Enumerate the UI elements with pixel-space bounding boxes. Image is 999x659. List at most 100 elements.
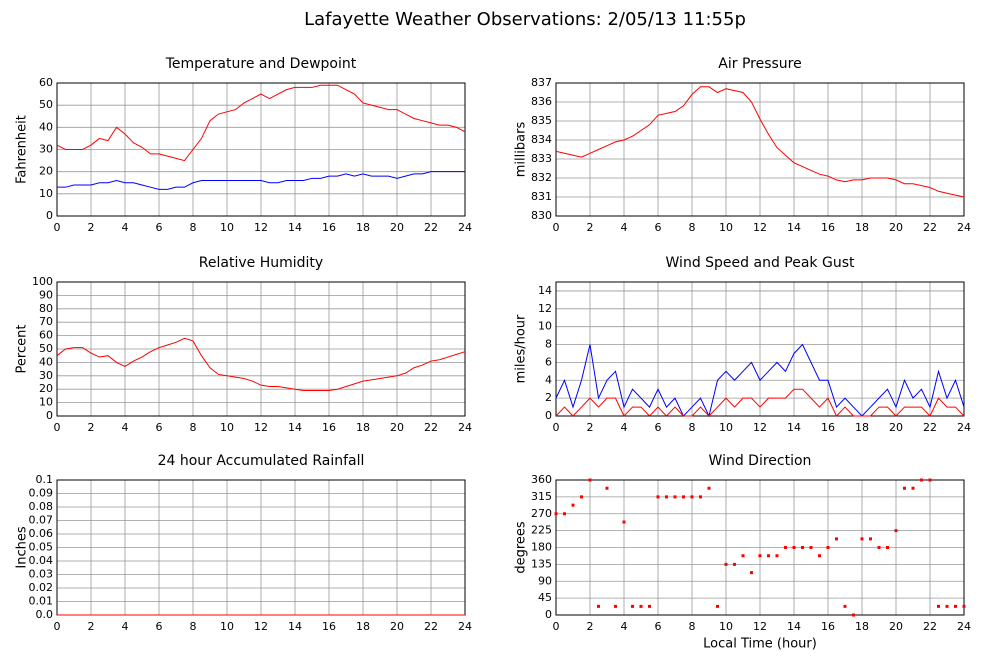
y-tick-label: 135	[531, 557, 552, 570]
x-tick-label: 0	[553, 421, 560, 434]
y-tick-label: 100	[32, 275, 53, 288]
x-tick-label: 20	[390, 620, 404, 633]
y-tick-label: 0.06	[29, 527, 54, 540]
x-tick-label: 10	[719, 620, 733, 633]
y-tick-label: 14	[538, 284, 552, 297]
y-tick-label: 315	[531, 490, 552, 503]
x-tick-label: 8	[689, 221, 696, 234]
y-tick-label: 6	[545, 355, 552, 368]
y-tick-label: 40	[39, 355, 53, 368]
data-point	[758, 554, 762, 558]
x-tick-label: 18	[356, 421, 370, 434]
x-tick-label: 16	[322, 221, 336, 234]
y-tick-label: 90	[538, 574, 552, 587]
x-tick-label: 18	[356, 221, 370, 234]
x-tick-label: 8	[190, 620, 197, 633]
x-tick-label: 4	[122, 620, 129, 633]
y-tick-label: 45	[538, 591, 552, 604]
x-tick-label: 4	[122, 421, 129, 434]
panel-title: Temperature and Dewpoint	[165, 56, 357, 72]
x-tick-label: 18	[356, 620, 370, 633]
x-tick-label: 16	[821, 620, 835, 633]
data-point	[860, 537, 864, 541]
data-line	[555, 388, 965, 417]
panel-title: Wind Direction	[709, 453, 812, 469]
x-tick-label: 2	[88, 620, 95, 633]
data-line	[57, 171, 465, 190]
y-tick-label: 0.05	[29, 541, 54, 554]
y-tick-label: 70	[39, 315, 53, 328]
x-tick-label: 14	[288, 620, 302, 633]
x-tick-label: 12	[753, 221, 767, 234]
data-point	[639, 604, 643, 608]
x-tick-label: 0	[553, 221, 560, 234]
data-point	[801, 546, 804, 549]
x-tick-label: 6	[655, 221, 662, 234]
x-tick-label: 24	[957, 221, 971, 234]
y-tick-label: 0	[46, 409, 53, 422]
x-tick-label: 22	[923, 221, 937, 234]
x-tick-label: 20	[390, 421, 404, 434]
y-tick-label: 0.08	[29, 500, 54, 513]
y-tick-label: 360	[531, 473, 552, 486]
data-point	[588, 478, 592, 482]
page-title: Lafayette Weather Observations: 2/05/13 …	[304, 9, 746, 30]
y-tick-label: 10	[39, 187, 53, 200]
data-point	[605, 486, 609, 490]
x-tick-label: 4	[621, 421, 628, 434]
x-tick-label: 20	[390, 221, 404, 234]
x-tick-label: 6	[156, 620, 163, 633]
x-tick-label: 24	[458, 421, 472, 434]
x-tick-label: 2	[587, 620, 594, 633]
data-point	[877, 546, 881, 549]
x-tick-label: 10	[220, 620, 234, 633]
x-tick-label: 24	[957, 620, 971, 633]
data-point	[852, 613, 855, 617]
x-tick-label: 24	[957, 421, 971, 434]
x-tick-label: 8	[689, 421, 696, 434]
data-point	[707, 486, 711, 490]
x-tick-label: 0	[54, 221, 61, 234]
panel-title: Air Pressure	[718, 56, 801, 72]
data-line	[56, 84, 466, 162]
y-tick-label: 60	[39, 76, 53, 89]
y-axis-label: millibars	[514, 122, 529, 178]
x-tick-label: 24	[458, 620, 472, 633]
data-point	[690, 495, 694, 499]
y-tick-label: 836	[531, 95, 552, 108]
plot-frame	[56, 281, 466, 417]
y-tick-label: 0.0	[36, 608, 54, 621]
data-point	[962, 604, 966, 608]
x-tick-label: 10	[719, 421, 733, 434]
y-tick-label: 8	[545, 338, 552, 351]
x-tick-label: 22	[424, 221, 438, 234]
data-point	[869, 537, 872, 541]
y-tick-label: 2	[545, 391, 552, 404]
data-point	[656, 495, 660, 499]
y-tick-label: 4	[545, 373, 552, 386]
x-tick-label: 16	[821, 221, 835, 234]
x-tick-label: 2	[587, 221, 594, 234]
x-tick-label: 18	[855, 221, 869, 234]
y-tick-label: 180	[531, 541, 552, 554]
y-tick-label: 10	[39, 396, 53, 409]
x-tick-label: 14	[787, 221, 801, 234]
panel-title: 24 hour Accumulated Rainfall	[158, 453, 365, 469]
x-tick-label: 20	[889, 620, 903, 633]
data-point	[648, 604, 651, 608]
plot-frame	[555, 479, 965, 616]
x-tick-label: 14	[787, 421, 801, 434]
y-tick-label: 0.04	[29, 554, 54, 567]
x-tick-label: 2	[88, 221, 95, 234]
data-point	[750, 571, 753, 575]
y-tick-label: 30	[39, 369, 53, 382]
y-tick-label: 80	[39, 302, 53, 315]
x-tick-label: 8	[190, 221, 197, 234]
data-point	[937, 604, 940, 608]
plot-frame	[555, 82, 965, 217]
data-point	[792, 546, 796, 549]
x-tick-label: 22	[424, 620, 438, 633]
y-tick-label: 833	[531, 152, 552, 165]
y-tick-label: 30	[39, 143, 53, 156]
